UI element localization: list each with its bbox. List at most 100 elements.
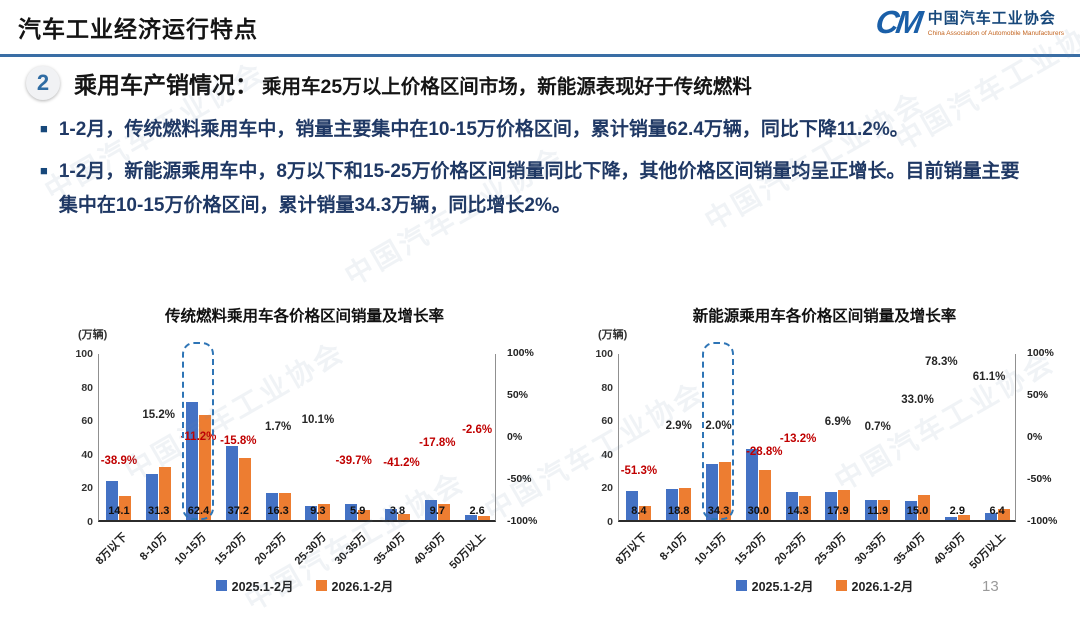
y-axis-tick: 100 [75,348,93,360]
section-subtitle: 乘用车25万以上价格区间市场，新能源表现好于传统燃料 [262,76,752,98]
growth-rate-label: -15.8% [220,435,257,448]
highlight-box [181,342,215,520]
bar-2025 [944,517,957,520]
bar-2025 [345,503,358,520]
growth-rate-label: 2.9% [665,419,692,432]
x-axis-label: 8万以下 [93,531,130,568]
y-axis-tick: 60 [81,415,93,428]
growth-rate-label: 10.1% [301,413,335,426]
x-axis-label: 8-10万 [137,531,170,563]
bullet-text: 1-2月，传统燃料乘用车中，销量主要集中在10-15万价格区间，累计销量62.4… [58,119,909,140]
bar-2026 [798,495,811,520]
legend-swatch-blue [215,580,227,591]
chart-title: 新能源乘用车各价格区间销量及增长率 [692,308,957,325]
growth-rate-label: 1.7% [264,420,292,433]
bar-2026 [358,510,371,520]
bar-value-label: 6.4 [989,505,1005,517]
bar-value-label: 15.0 [906,505,929,517]
x-axis-label: 30-35万 [852,531,889,568]
y2-axis-tick: -50% [507,473,532,485]
y2-axis-tick: -100% [1027,515,1058,527]
bullet-text: 1-2月，新能源乘用车中，8万以下和15-25万价格区间销量同比下降，其他价格区… [58,161,1020,216]
bar-2025 [706,463,718,520]
slide-header: 汽车工业经济运行特点 CM 中国汽车工业协会 China Association… [0,0,1080,57]
legend-label: 2026.1-2月 [851,580,914,594]
bar-2025 [186,401,198,520]
bar-value-label: 2.9 [949,505,965,517]
y-axis-tick: 20 [601,482,613,495]
y2-axis-tick: 0% [507,431,523,443]
bar-2026 [159,467,172,520]
y-axis-tick: 100 [595,348,613,360]
bar-2026 [639,505,652,520]
bar-2025 [865,500,878,520]
bar-2025 [984,513,997,520]
growth-rate-label: -39.7% [335,455,372,468]
x-axis-label: 20-25万 [772,531,809,568]
growth-rate-label: 78.3% [924,356,958,369]
x-axis-label: 40-50万 [931,531,968,568]
legend-swatch-blue [735,580,747,591]
x-axis-label: 20-25万 [252,531,289,568]
growth-rate-label: 6.9% [824,416,851,429]
bar-2025 [626,491,639,520]
legend-item: 2025.1-2月 [735,576,814,595]
bar-2026 [878,500,891,520]
bar-value-label: 3.8 [389,505,406,517]
chart-plot-area: 100 80 60 40 20 0 100% 50% 0% -50% -100% 8.4 -51.3% 8… [595,342,1057,572]
growth-rate-label: 33.0% [901,394,934,407]
legend-label: 2025.1-2月 [751,580,814,594]
page-number: 13 [982,578,999,595]
bullet-item: ■ 1-2月，新能源乘用车中，8万以下和15-25万价格区间销量同比下降，其他价… [40,155,1050,222]
caam-logo-icon: CM [873,4,923,40]
y2-axis-tick: 0% [1027,431,1043,443]
bar-2026 [838,489,851,520]
bullet-square-icon: ■ [40,163,48,179]
bar-2026 [679,488,692,520]
legend-item: 2025.1-2月 [215,576,294,595]
bar-value-label: 17.9 [827,505,849,517]
legend-item: 2026.1-2月 [835,576,914,595]
bar-2025 [905,501,917,520]
x-axis-label: 35-40万 [891,531,929,568]
y-axis-tick: 0 [87,516,93,528]
x-axis-label: 40-50万 [411,531,448,568]
y2-axis-tick: -100% [507,515,538,527]
bar-2025 [464,515,477,520]
bar-2025 [785,492,798,520]
bar-2025 [385,509,397,520]
legend-swatch-orange [835,580,847,591]
bar-2026 [758,469,771,520]
highlight-box [701,342,735,520]
logo-org-name-en: China Association of Automobile Manufact… [927,30,1064,37]
legend-label: 2026.1-2月 [331,580,394,594]
section-number-badge: 2 [26,66,60,100]
bar-value-label: 37.2 [227,505,249,517]
chart-unit-label: (万辆) [598,329,628,341]
bullet-square-icon: ■ [40,121,48,136]
growth-rate-label: -51.3% [620,465,658,478]
x-axis-label: 50万以上 [967,531,1008,572]
bar-2025 [225,445,238,520]
chart-new-energy: 新能源乘用车各价格区间销量及增长率 (万辆) 100 80 60 40 20 0 100% 5… [572,298,1077,603]
bar-2025 [666,489,679,520]
growth-rate-label: -13.2% [779,433,817,446]
bar-2026 [238,457,251,520]
page-title: 汽车工业经济运行特点 [18,16,258,42]
x-axis-label: 25-30万 [812,531,849,568]
y-axis-tick: 0 [607,516,613,528]
legend-item: 2026.1-2月 [315,576,394,595]
growth-rate-label: 15.2% [142,409,175,422]
bar-value-label: 14.3 [787,505,809,517]
y-axis-tick: 80 [601,381,613,394]
y-axis-tick: 40 [81,448,93,461]
bar-value-label: 11.9 [867,505,889,517]
chart-traditional-fuel: 传统燃料乘用车各价格区间销量及增长率 (万辆) 100 80 60 40 20 0 100%… [52,298,557,603]
bar-2026 [318,504,331,520]
legend-label: 2025.1-2月 [231,580,294,594]
y2-axis-tick: 100% [1027,347,1054,359]
x-axis-label: 30-35万 [332,531,369,568]
y-axis-tick: 60 [601,415,613,428]
legend-swatch-orange [315,580,327,591]
chart-plot-area: 100 80 60 40 20 0 100% 50% 0% -50% -100% 14.1 -38.9%… [75,342,537,572]
